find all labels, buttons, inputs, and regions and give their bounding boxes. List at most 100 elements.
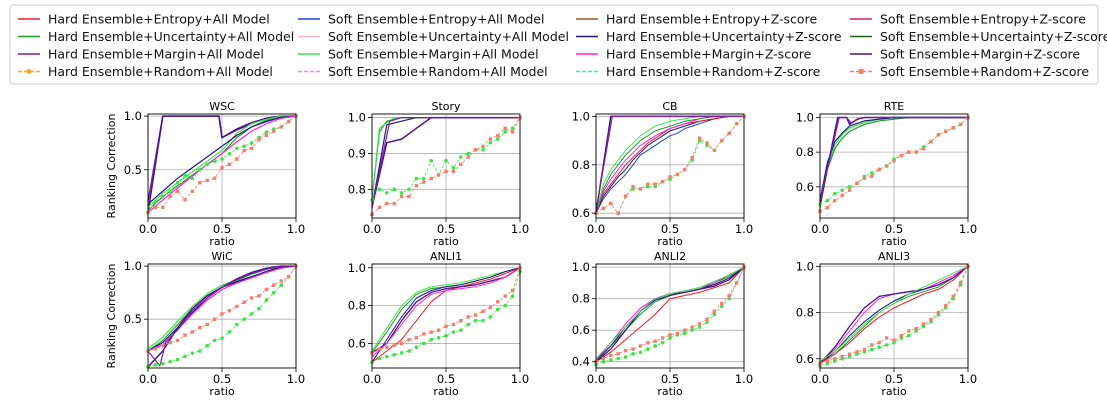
x-tick-label: 0.5 (437, 222, 455, 236)
data-point (862, 176, 867, 180)
series-line (818, 115, 970, 213)
x-tick-label: 1.0 (287, 222, 305, 236)
legend-label: Hard Ensemble+Uncertainty+All Model (48, 29, 294, 44)
data-point (720, 304, 724, 309)
data-point (436, 328, 441, 332)
x-tick-label: 1.0 (511, 222, 529, 236)
series-path (819, 265, 969, 364)
data-point (609, 358, 613, 362)
series-path (595, 115, 744, 214)
data-point (705, 320, 709, 325)
data-point (385, 354, 389, 359)
data-point (958, 122, 963, 127)
data-point (161, 194, 165, 199)
data-point (840, 193, 844, 198)
y-tick-label: 0.8 (796, 306, 814, 320)
legend-label: Soft Ensemble+Entropy+Z-score (880, 12, 1086, 27)
series-path (371, 117, 520, 208)
x-tick-label: 1.0 (959, 372, 977, 386)
series-line (370, 115, 522, 202)
data-point (286, 119, 291, 124)
y-tick-label: 0.6 (796, 352, 814, 366)
series-path (819, 265, 969, 364)
data-point (690, 328, 694, 332)
series-line (595, 266, 745, 363)
data-point (951, 126, 955, 130)
data-point (944, 129, 948, 134)
x-tick-label: 0.0 (363, 372, 381, 386)
x-tick-label: 0.0 (811, 222, 829, 236)
x-axis-label: ratio (881, 385, 907, 396)
y-tick-label: 0.8 (796, 145, 814, 159)
series-path (595, 266, 745, 359)
data-point (601, 359, 606, 364)
data-point (907, 333, 911, 338)
y-tick-label: 0.8 (348, 299, 366, 313)
x-tick-label: 0.5 (213, 222, 231, 236)
data-point (286, 275, 291, 279)
data-point (705, 141, 709, 145)
data-point (190, 189, 195, 193)
data-point (205, 162, 209, 167)
data-point (436, 173, 441, 177)
series-line (371, 117, 520, 208)
x-axis-label: ratio (209, 235, 235, 248)
series-line (370, 269, 522, 365)
data-point (481, 144, 485, 148)
data-point (488, 140, 493, 145)
subplot-wic: 0.0 0.5 1.0 0.5 1.0 WiC ratio Ranking Correctio… (105, 250, 305, 398)
data-point (175, 338, 180, 343)
subplot-title: WSC (209, 100, 235, 113)
data-point (690, 155, 694, 160)
data-point (414, 336, 419, 340)
data-point (175, 180, 180, 185)
data-point (264, 130, 269, 135)
data-point (929, 317, 933, 322)
x-tick-label: 0.5 (437, 372, 455, 386)
data-point (825, 359, 830, 363)
data-point (496, 300, 500, 304)
series-path (819, 116, 968, 201)
data-point (377, 187, 382, 192)
data-point (161, 344, 165, 348)
data-point (847, 185, 852, 189)
data-point (884, 343, 889, 347)
data-point (422, 180, 426, 184)
y-tick-label: 0.5 (124, 312, 142, 326)
data-point (190, 330, 195, 334)
data-point (264, 287, 269, 292)
y-tick-label: 1.0 (348, 261, 366, 275)
y-tick-label: 1.0 (124, 259, 142, 273)
data-point (422, 332, 426, 336)
data-point (601, 206, 606, 211)
y-tick-label: 0.6 (572, 206, 590, 220)
series-path (371, 267, 521, 363)
legend-label: Hard Ensemble+Margin+Z-score (606, 47, 812, 62)
data-point (444, 169, 448, 174)
series-path (595, 115, 744, 214)
data-point (503, 294, 507, 298)
data-point (444, 324, 448, 329)
y-tick-label: 0.8 (572, 158, 590, 172)
data-point (510, 126, 515, 131)
data-point (235, 146, 239, 151)
data-point (153, 200, 158, 204)
data-point (840, 188, 844, 193)
data-point (631, 184, 635, 189)
series-line (594, 114, 746, 215)
subplot-wsc: 0.0 0.5 1.0 0.5 1.0 WSC ratio Ranking Correctio… (105, 100, 305, 248)
series-line (371, 267, 521, 352)
series-path (595, 115, 744, 214)
data-point (257, 294, 261, 298)
legend-entry-soft-ensemble-entropy-all-model: Soft Ensemble+Entropy+All Model (298, 12, 544, 27)
series-path (595, 267, 745, 366)
data-point (609, 201, 613, 206)
data-point (227, 151, 232, 156)
data-point (646, 182, 650, 186)
x-tick-label: 0.0 (363, 222, 381, 236)
data-point (870, 347, 874, 352)
series-path (371, 117, 521, 215)
data-point (220, 165, 224, 170)
legend-label: Hard Ensemble+Random+Z-score (606, 64, 821, 79)
data-point (653, 339, 657, 343)
